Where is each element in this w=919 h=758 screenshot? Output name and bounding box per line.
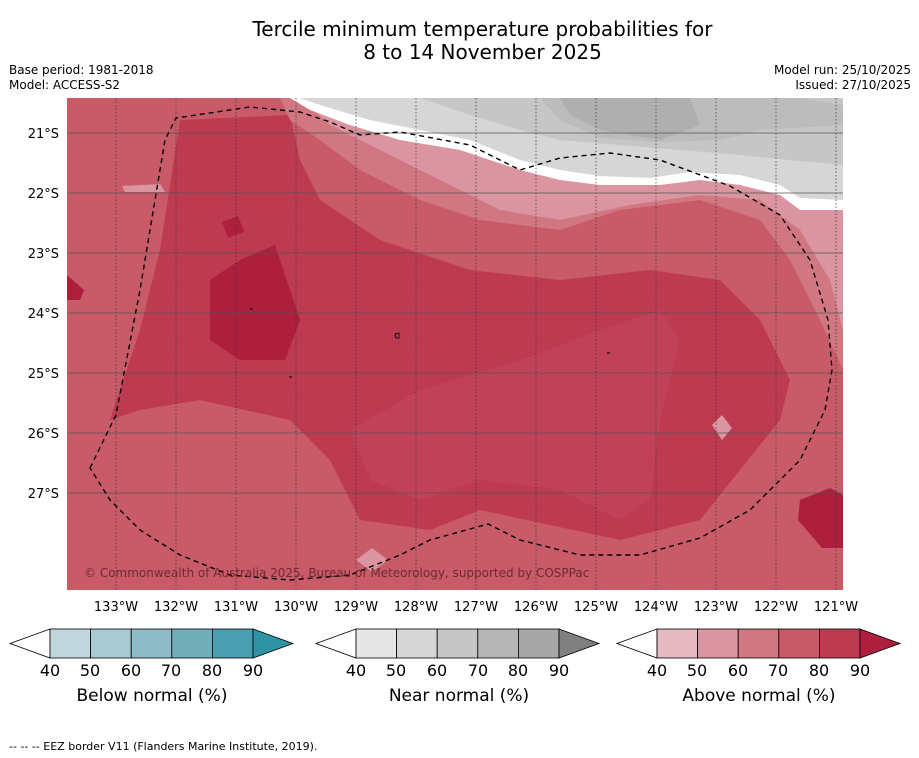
cbar-tick: 70 bbox=[767, 661, 789, 680]
cbar-tick: 50 bbox=[686, 661, 708, 680]
lon-label: 133°W bbox=[94, 600, 138, 615]
cbar-below-segment bbox=[211, 628, 254, 659]
cbar-title-near: Near normal (%) bbox=[388, 686, 530, 706]
lon-label: 126°W bbox=[514, 600, 558, 615]
field-near-70-80 bbox=[540, 98, 843, 142]
cbar-below-under bbox=[8, 628, 51, 659]
cbar-near-segment bbox=[396, 628, 438, 659]
base-period: Base period: 1981-2018 bbox=[9, 63, 154, 77]
cbar-below-segment bbox=[171, 628, 213, 659]
graticule bbox=[115, 98, 837, 590]
cbar-tick: 80 bbox=[201, 661, 223, 680]
lat-label: 25°S bbox=[28, 367, 59, 382]
cbar-tick: 90 bbox=[242, 661, 264, 680]
field-above-90-west bbox=[210, 245, 300, 360]
field-patch-south bbox=[356, 548, 388, 572]
model-run: Model run: 25/10/2025 bbox=[773, 63, 911, 77]
cbar-tick: 70 bbox=[467, 661, 489, 680]
field-above-90-east bbox=[798, 488, 843, 548]
cbar-tick: 90 bbox=[548, 661, 570, 680]
lat-label: 22°S bbox=[28, 187, 59, 202]
lon-label: 122°W bbox=[754, 600, 798, 615]
cbar-tick: 50 bbox=[385, 661, 407, 680]
lon-label: 127°W bbox=[454, 600, 498, 615]
cbar-tick: 80 bbox=[808, 661, 830, 680]
lon-label: 124°W bbox=[634, 600, 678, 615]
cbar-above-segment bbox=[697, 628, 739, 659]
lon-label: 131°W bbox=[214, 600, 258, 615]
lat-labels: 21°S 22°S 23°S 24°S 25°S 26°S 27°S bbox=[28, 127, 59, 502]
field-patch-north bbox=[122, 184, 165, 192]
field-above-90-edge bbox=[67, 275, 84, 300]
cbar-above-segment bbox=[737, 628, 780, 659]
cbar-near-over bbox=[558, 628, 601, 659]
field-above-80-inner bbox=[350, 310, 680, 520]
cbar-near-segment bbox=[518, 628, 560, 659]
cbar-tick: 60 bbox=[426, 661, 448, 680]
cbar-tick: 80 bbox=[507, 661, 529, 680]
cbar-tick: 50 bbox=[79, 661, 101, 680]
lon-label: 129°W bbox=[334, 600, 378, 615]
cbar-near-under bbox=[314, 628, 357, 659]
colorbars bbox=[8, 628, 902, 659]
meta-left: Base period: 1981-2018 Model: ACCESS-S2 bbox=[9, 63, 154, 93]
title-line-1: Tercile minimum temperature probabilitie… bbox=[252, 17, 713, 41]
lat-label: 21°S bbox=[28, 127, 59, 142]
cbar-tick: 90 bbox=[849, 661, 871, 680]
cbar-below-segment bbox=[49, 628, 91, 659]
meta-right: Model run: 25/10/2025 Issued: 27/10/2025 bbox=[774, 63, 911, 93]
cbar-title-above: Above normal (%) bbox=[682, 686, 836, 706]
cbar-tick: 40 bbox=[39, 661, 61, 680]
island-marker bbox=[394, 332, 400, 339]
lon-label: 121°W bbox=[814, 600, 858, 615]
cbar-below-segment bbox=[90, 628, 132, 659]
eez-border bbox=[89, 106, 833, 581]
lat-label: 24°S bbox=[28, 307, 59, 322]
lon-label: 132°W bbox=[154, 600, 198, 615]
cbar-below-over bbox=[252, 628, 295, 659]
lon-labels: 133°W 132°W 131°W 130°W 129°W 128°W 127°… bbox=[94, 600, 858, 615]
cbar-tick: 40 bbox=[646, 661, 668, 680]
cbar-near-segment bbox=[477, 628, 519, 659]
cbar-above-under bbox=[615, 628, 658, 659]
field-above-90-spot bbox=[222, 216, 244, 238]
cbar-tick: 60 bbox=[727, 661, 749, 680]
cbar-tick: 40 bbox=[345, 661, 367, 680]
cbar-above-over bbox=[859, 628, 902, 659]
cbar-near-segment bbox=[436, 628, 479, 659]
lat-label: 23°S bbox=[28, 247, 59, 262]
cbar-above-segment bbox=[819, 628, 861, 659]
title-line-2: 8 to 14 November 2025 bbox=[363, 40, 602, 64]
cbar-title-below: Below normal (%) bbox=[76, 686, 228, 706]
model-name: Model: ACCESS-S2 bbox=[9, 78, 121, 92]
field-patch-east bbox=[712, 415, 732, 440]
issued-date: Issued: 27/10/2025 bbox=[795, 78, 911, 92]
cbar-below-segment bbox=[130, 628, 173, 659]
parallels bbox=[67, 132, 843, 494]
cbar-above-segment bbox=[656, 628, 698, 659]
lon-label: 123°W bbox=[694, 600, 738, 615]
lon-label: 130°W bbox=[274, 600, 318, 615]
probability-field bbox=[67, 98, 843, 590]
cbar-tick: 70 bbox=[160, 661, 182, 680]
cbar-above-segment bbox=[778, 628, 820, 659]
lon-label: 128°W bbox=[394, 600, 438, 615]
lat-label: 26°S bbox=[28, 427, 59, 442]
lon-label: 125°W bbox=[574, 600, 618, 615]
eez-footnote: -- -- -- EEZ border V11 (Flanders Marine… bbox=[9, 740, 318, 753]
map-title: Tercile minimum temperature probabilitie… bbox=[0, 18, 919, 64]
cbar-tick: 60 bbox=[120, 661, 142, 680]
lat-label: 27°S bbox=[28, 487, 59, 502]
cbar-near-segment bbox=[355, 628, 397, 659]
field-bottom-70 bbox=[67, 520, 843, 590]
copyright-notice: © Commonwealth of Australia 2025, Bureau… bbox=[84, 566, 589, 580]
